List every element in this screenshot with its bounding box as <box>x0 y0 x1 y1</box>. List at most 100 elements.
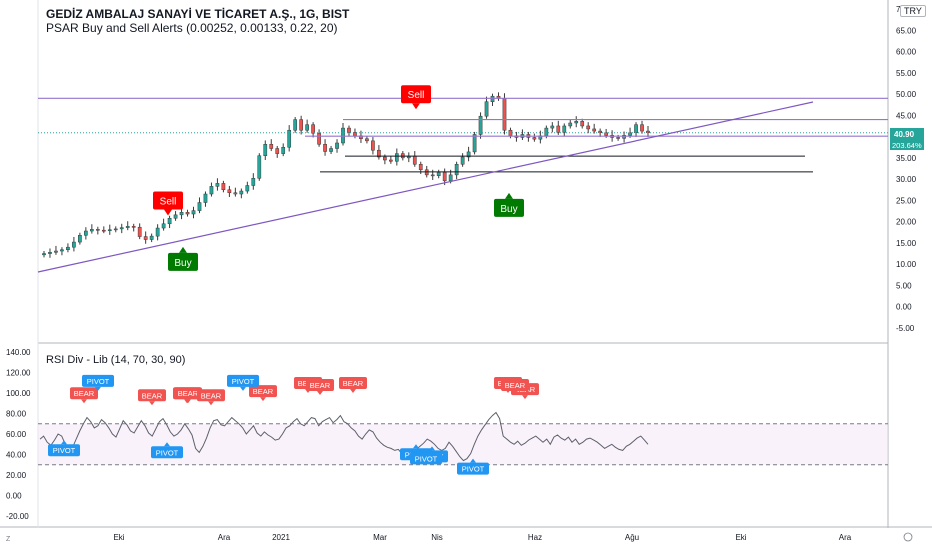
candle-body <box>203 193 208 203</box>
candle-body <box>323 144 327 152</box>
candle-body <box>137 226 142 237</box>
candle-body <box>119 227 124 230</box>
candle-body <box>84 230 88 236</box>
label-pointer <box>95 386 101 391</box>
candle-body <box>185 212 190 215</box>
bear-label: BEAR <box>74 389 95 398</box>
sell-signal-label: Sell <box>408 90 425 101</box>
candle-body <box>454 163 459 176</box>
price-tick-label: -5.00 <box>896 324 915 333</box>
candle-body <box>215 183 220 187</box>
bear-label-box <box>197 389 225 402</box>
time-tick-label: Ara <box>218 533 231 542</box>
candle-body <box>269 144 274 149</box>
trend-line <box>37 101 814 273</box>
candle-body <box>383 156 387 161</box>
candle-body <box>502 98 507 131</box>
last-price-label: 40.90 <box>894 130 915 139</box>
sell-signal-label: Sell <box>160 197 177 208</box>
pivot-label-box <box>457 462 489 475</box>
candle-body <box>460 156 465 165</box>
candle-body <box>287 129 292 148</box>
candle-body <box>442 172 447 182</box>
candle-body <box>365 138 369 142</box>
candle-body <box>371 140 375 151</box>
candle-body <box>640 124 644 132</box>
candle-body <box>574 121 579 124</box>
candle-body <box>305 124 309 131</box>
candle-body <box>101 229 106 232</box>
price-tick-label: 5.00 <box>896 281 912 290</box>
label-pointer <box>522 395 528 400</box>
candle-body <box>161 223 166 229</box>
candle-body <box>562 125 567 133</box>
label-pointer <box>413 444 419 449</box>
candle-body <box>299 119 303 131</box>
candle-body <box>113 228 118 231</box>
candle-body <box>131 226 136 228</box>
candles-group <box>42 92 650 258</box>
label-pointer <box>240 386 246 391</box>
label-pointer <box>61 440 67 445</box>
time-tick-label: Haz <box>528 533 542 542</box>
buy-signal-label: Buy <box>174 258 191 269</box>
time-tick-label: Ara <box>839 533 852 542</box>
rsi-tick-label: 40.00 <box>6 451 27 460</box>
candle-body <box>389 159 393 162</box>
bear-label-box <box>174 387 202 400</box>
bear-label: BEAR <box>505 381 526 390</box>
price-tick-label: 55.00 <box>896 69 917 78</box>
pivot-label-box <box>48 444 80 457</box>
candle-body <box>257 155 262 179</box>
candle-body <box>275 148 280 154</box>
buy-signal-arrow <box>505 192 513 199</box>
candle-body <box>604 132 608 136</box>
pivot-label-box <box>82 374 114 387</box>
label-pointer <box>470 458 476 463</box>
candle-body <box>107 229 112 231</box>
currency-badge[interactable]: TRY <box>900 5 926 17</box>
rsi-tick-label: 120.00 <box>6 369 31 378</box>
candle-body <box>377 149 381 158</box>
bear-label-box <box>70 387 98 400</box>
candle-body <box>335 142 339 149</box>
candle-body <box>586 125 591 130</box>
price-tick-label: 45.00 <box>896 111 917 120</box>
price-tick-label: 65.00 <box>896 26 917 35</box>
sell-signal-arrow <box>164 209 172 216</box>
rsi-tick-label: 80.00 <box>6 410 27 419</box>
candle-body <box>233 192 238 195</box>
candle-body <box>54 250 58 253</box>
label-pointer <box>81 399 87 404</box>
candle-body <box>89 229 94 232</box>
candle-body <box>341 127 345 144</box>
candle-body <box>72 241 76 248</box>
change-badge <box>890 139 924 150</box>
candle-body <box>616 137 620 139</box>
candle-body <box>490 95 495 102</box>
time-tick-label: Eki <box>113 533 124 542</box>
rsi-tick-label: 100.00 <box>6 389 31 398</box>
bear-label-box <box>249 385 277 398</box>
candle-body <box>227 189 232 193</box>
pivot-label-box <box>410 452 442 465</box>
sell-signal-box <box>401 85 431 104</box>
candle-body <box>550 125 555 129</box>
candle-body <box>60 249 64 252</box>
candle-body <box>143 236 148 240</box>
candle-body <box>329 148 333 152</box>
bear-label-box <box>339 376 367 389</box>
settings-gear-icon <box>903 532 913 542</box>
label-pointer <box>149 401 155 406</box>
indicator-legend: PSAR Buy and Sell Alerts (0.00252, 0.001… <box>46 21 338 35</box>
candle-body <box>532 137 537 140</box>
candle-body <box>628 132 632 136</box>
candle-body <box>430 174 435 177</box>
candle-body <box>197 202 202 211</box>
candle-body <box>592 128 597 132</box>
candle-body <box>311 124 315 134</box>
rsi-tick-label: 140.00 <box>6 348 31 357</box>
pivot-label-box <box>151 446 183 459</box>
buy-signal-box <box>494 198 524 217</box>
